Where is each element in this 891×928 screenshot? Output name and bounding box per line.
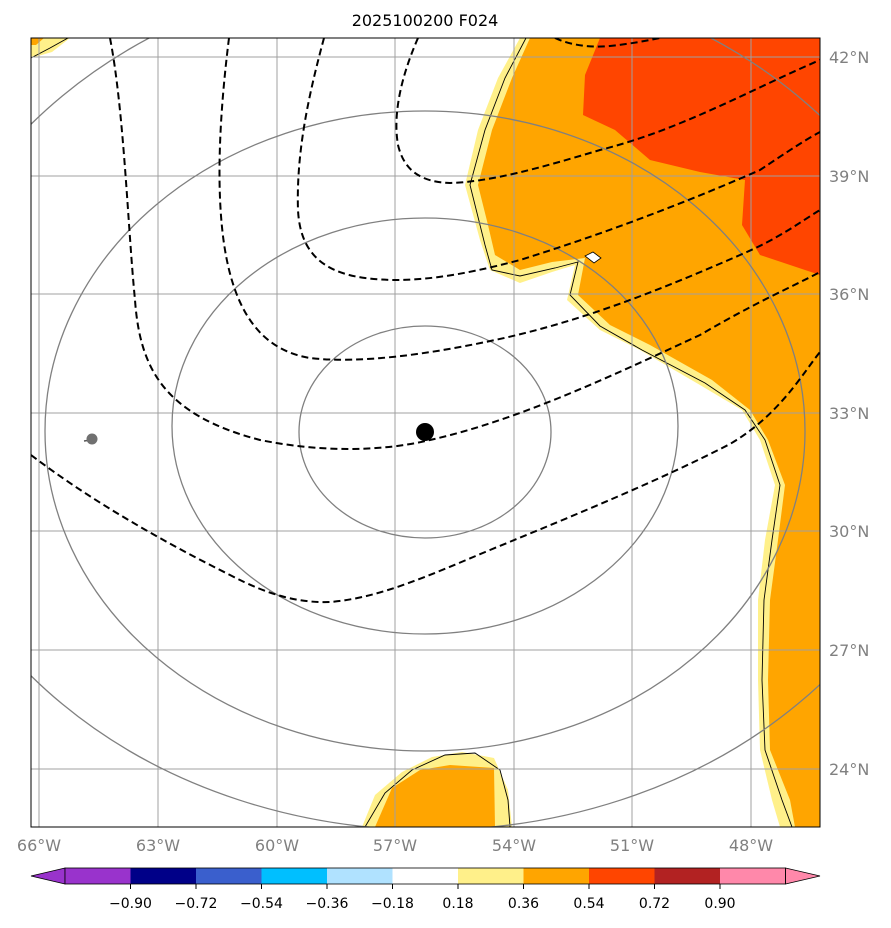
colorbar-extend-high xyxy=(785,867,821,885)
colorbar-ticks xyxy=(130,884,721,889)
lon-tick-label: 66°W xyxy=(17,836,61,855)
lon-tick-label: 51°W xyxy=(610,836,654,855)
map-panel xyxy=(31,38,820,827)
west-marker xyxy=(86,433,98,445)
colorbar-segment xyxy=(458,868,524,884)
colorbar-segment xyxy=(261,868,327,884)
shade-corner-northwest-inner xyxy=(31,38,44,45)
colorbar-segment xyxy=(654,868,720,884)
lon-tick-label: 57°W xyxy=(373,836,417,855)
solid-gray-contours xyxy=(31,38,820,827)
lon-tick-label: 60°W xyxy=(255,836,299,855)
small-island-outline xyxy=(584,251,602,264)
colorbar: −0.90 −0.72 −0.54 −0.36 −0.18 0.18 0.36 … xyxy=(30,867,821,912)
colorbar-tick-label: −0.18 xyxy=(371,896,414,912)
map-frame xyxy=(30,37,821,828)
colorbar-tick-label: 0.18 xyxy=(442,896,473,912)
colorbar-segment xyxy=(720,868,786,884)
colorbar-tick-label: −0.36 xyxy=(306,896,349,912)
graticule xyxy=(31,38,820,827)
colorbar-tick-label: 0.90 xyxy=(704,896,735,912)
lon-tick-label: 54°W xyxy=(492,836,536,855)
shaded-field-east xyxy=(465,38,820,827)
lat-tick-labels: 42°N 39°N 36°N 33°N 30°N 27°N 24°N xyxy=(829,48,869,779)
colorbar-segment xyxy=(130,868,196,884)
colorbar-segment xyxy=(589,868,655,884)
lat-tick-label: 39°N xyxy=(829,167,869,186)
lon-tick-labels: 66°W 63°W 60°W 57°W 54°W 51°W 48°W xyxy=(17,836,773,855)
colorbar-frame xyxy=(64,867,786,885)
colorbar-tick-label: 0.36 xyxy=(508,896,539,912)
center-marker xyxy=(416,423,434,441)
colorbar-tick-label: 0.72 xyxy=(639,896,670,912)
dashed-contours xyxy=(31,38,820,604)
lat-tick-label: 36°N xyxy=(829,285,869,304)
shade-band-orange-south xyxy=(375,765,495,827)
lat-tick-label: 30°N xyxy=(829,522,869,541)
shade-band-red-northeast xyxy=(583,38,820,275)
colorbar-tick-label: −0.72 xyxy=(175,896,218,912)
lat-tick-label: 27°N xyxy=(829,641,869,660)
colorbar-extend-low xyxy=(30,867,66,885)
colorbar-segment xyxy=(327,868,393,884)
lon-tick-label: 63°W xyxy=(136,836,180,855)
colorbar-tick-label: −0.90 xyxy=(109,896,152,912)
colorbar-tick-label: −0.54 xyxy=(240,896,283,912)
lat-tick-label: 33°N xyxy=(829,404,869,423)
map-title: 2025100200 F024 xyxy=(352,11,499,30)
colorbar-tick-label: 0.54 xyxy=(573,896,604,912)
colorbar-segment xyxy=(523,868,589,884)
thin-outline-contours xyxy=(31,38,793,827)
colorbar-segment xyxy=(196,868,262,884)
colorbar-segment xyxy=(392,868,458,884)
shade-band-orange-east xyxy=(478,38,820,827)
lat-tick-label: 42°N xyxy=(829,48,869,67)
lon-tick-label: 48°W xyxy=(729,836,773,855)
colorbar-segment xyxy=(65,868,131,884)
lat-tick-label: 24°N xyxy=(829,760,869,779)
shaded-field-south xyxy=(362,752,512,827)
colorbar-tick-labels: −0.90 −0.72 −0.54 −0.36 −0.18 0.18 0.36 … xyxy=(109,896,736,912)
